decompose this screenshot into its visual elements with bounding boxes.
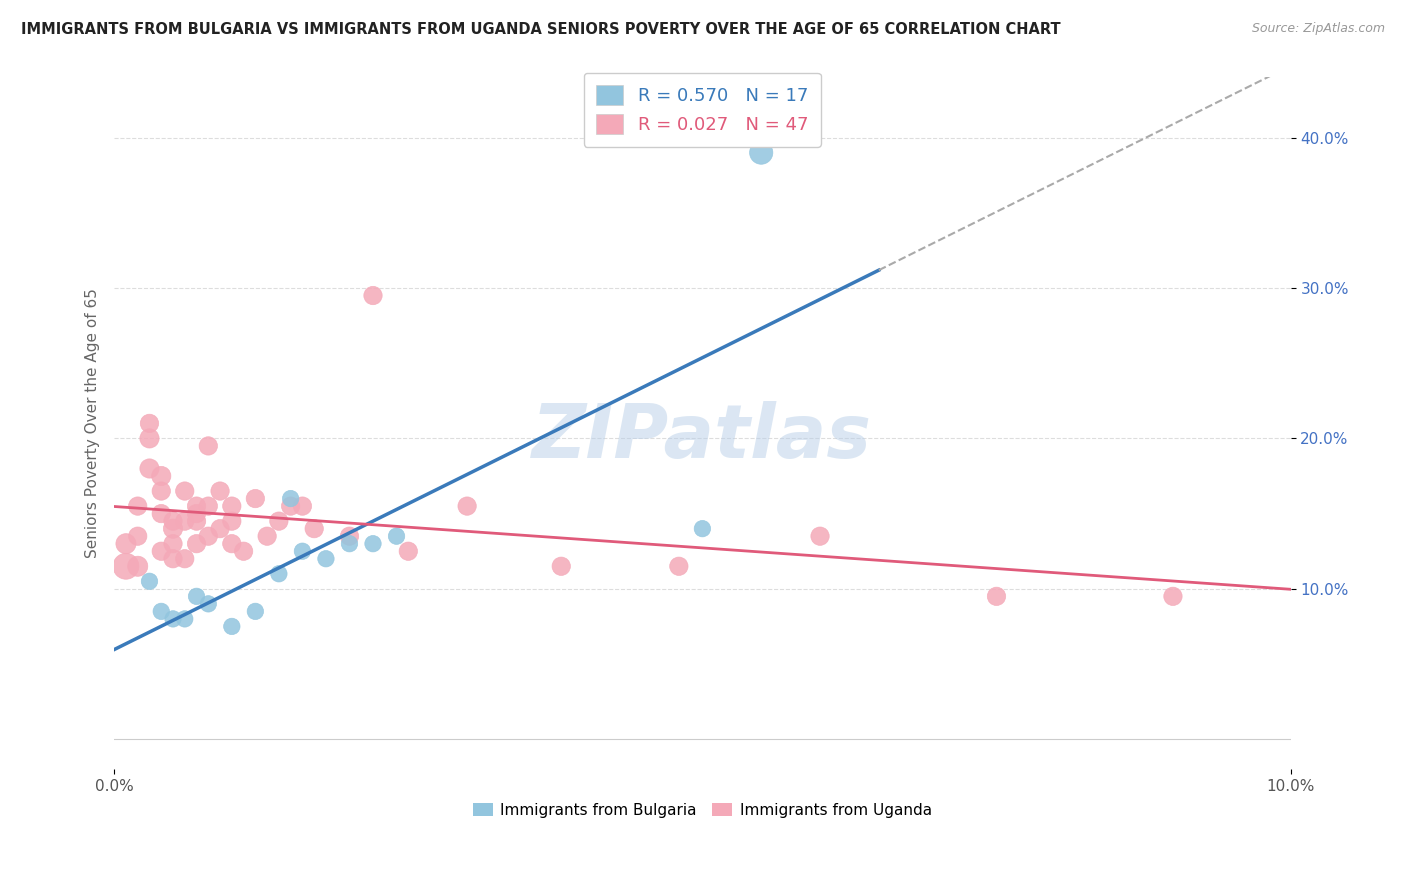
Point: [186, 499, 208, 513]
Point: [280, 499, 302, 513]
Point: [162, 612, 184, 626]
Point: [150, 469, 173, 483]
Point: [749, 145, 772, 160]
Point: [361, 288, 384, 302]
Point: [209, 484, 232, 499]
Point: [221, 537, 243, 551]
Point: [173, 551, 195, 566]
Point: [221, 514, 243, 528]
Point: [127, 559, 149, 574]
Point: [456, 499, 478, 513]
Point: [186, 590, 208, 604]
Point: [173, 484, 195, 499]
Point: [245, 491, 267, 506]
Point: [315, 551, 337, 566]
Point: [221, 619, 243, 633]
Text: IMMIGRANTS FROM BULGARIA VS IMMIGRANTS FROM UGANDA SENIORS POVERTY OVER THE AGE : IMMIGRANTS FROM BULGARIA VS IMMIGRANTS F…: [21, 22, 1060, 37]
Point: [232, 544, 254, 558]
Point: [550, 559, 572, 574]
Point: [150, 604, 173, 618]
Point: [197, 597, 219, 611]
Point: [668, 559, 690, 574]
Point: [186, 537, 208, 551]
Point: [291, 499, 314, 513]
Point: [1161, 590, 1184, 604]
Point: [115, 559, 138, 574]
Point: [138, 574, 160, 589]
Point: [173, 612, 195, 626]
Point: [197, 499, 219, 513]
Point: [138, 431, 160, 445]
Y-axis label: Seniors Poverty Over the Age of 65: Seniors Poverty Over the Age of 65: [86, 288, 100, 558]
Point: [162, 551, 184, 566]
Point: [385, 529, 408, 543]
Point: [162, 514, 184, 528]
Point: [209, 522, 232, 536]
Point: [302, 522, 325, 536]
Point: [245, 604, 267, 618]
Point: [280, 491, 302, 506]
Point: [986, 590, 1008, 604]
Point: [150, 544, 173, 558]
Point: [173, 514, 195, 528]
Legend: Immigrants from Bulgaria, Immigrants from Uganda: Immigrants from Bulgaria, Immigrants fro…: [467, 797, 938, 824]
Point: [150, 507, 173, 521]
Point: [808, 529, 831, 543]
Point: [162, 522, 184, 536]
Text: ZIPatlas: ZIPatlas: [533, 401, 872, 474]
Point: [267, 566, 290, 581]
Point: [186, 514, 208, 528]
Point: [150, 484, 173, 499]
Point: [138, 461, 160, 475]
Point: [115, 537, 138, 551]
Point: [267, 514, 290, 528]
Point: [162, 537, 184, 551]
Point: [221, 499, 243, 513]
Point: [197, 439, 219, 453]
Point: [138, 417, 160, 431]
Point: [361, 537, 384, 551]
Point: [692, 522, 714, 536]
Point: [339, 537, 361, 551]
Point: [127, 529, 149, 543]
Point: [197, 529, 219, 543]
Text: Source: ZipAtlas.com: Source: ZipAtlas.com: [1251, 22, 1385, 36]
Point: [291, 544, 314, 558]
Point: [127, 499, 149, 513]
Point: [339, 529, 361, 543]
Point: [256, 529, 278, 543]
Point: [186, 507, 208, 521]
Point: [396, 544, 419, 558]
